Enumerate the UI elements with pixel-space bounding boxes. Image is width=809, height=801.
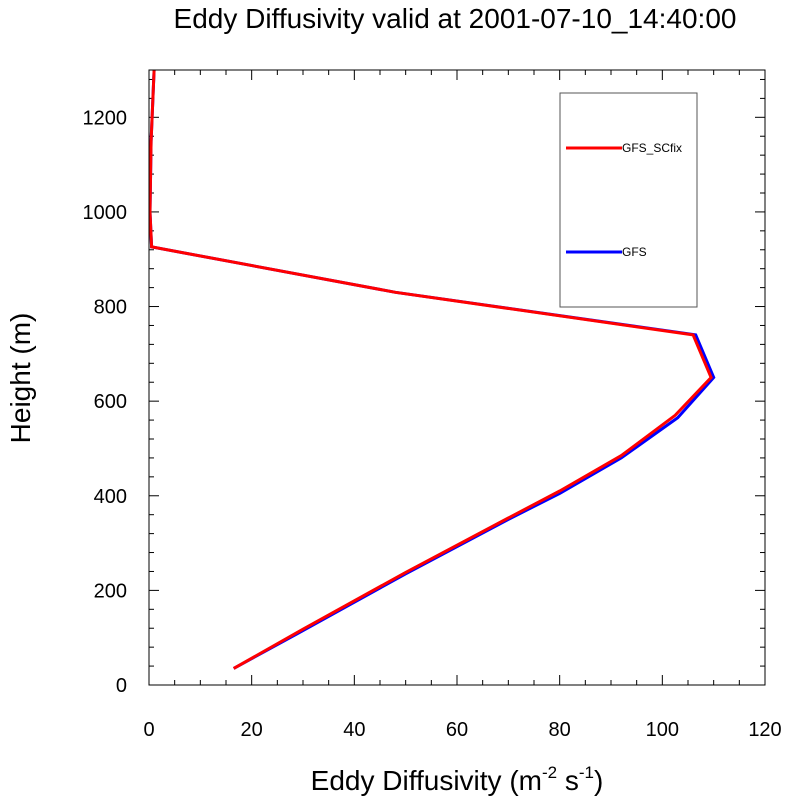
x-tick-label: 100 xyxy=(646,719,679,741)
y-tick-label: 1200 xyxy=(83,107,128,129)
legend-label: GFS xyxy=(622,245,647,259)
legend-label: GFS_SCfix xyxy=(622,141,682,155)
series-line-gfs-scfix xyxy=(148,69,713,670)
x-tick-label: 80 xyxy=(549,719,571,741)
legend-box xyxy=(559,92,698,308)
x-tick-label: 40 xyxy=(343,719,365,741)
chart-title: Eddy Diffusivity valid at 2001-07-10_14:… xyxy=(174,3,737,34)
y-tick-labels: 0 200 400 600 800 1000 1200 xyxy=(83,107,128,697)
y-tick-label: 0 xyxy=(116,675,127,697)
x-tick-label: 0 xyxy=(143,719,154,741)
y-axis-label: Height (m) xyxy=(5,313,36,444)
plot-frame xyxy=(148,69,766,686)
x-axis-label: Eddy Diffusivity (m-2 s-1) xyxy=(311,763,604,796)
y-tick-label: 800 xyxy=(94,297,127,319)
y-tick-label: 400 xyxy=(94,486,127,508)
legend: GFS_SCfix GFS xyxy=(559,92,698,308)
x-tick-labels: 0 20 40 60 80 100 120 xyxy=(143,719,781,741)
x-tick-label: 20 xyxy=(241,719,263,741)
x-tick-label: 60 xyxy=(446,719,468,741)
tick-marks xyxy=(148,70,766,686)
y-tick-label: 1000 xyxy=(83,202,128,224)
series-lines xyxy=(148,69,716,670)
x-tick-label: 120 xyxy=(748,719,781,741)
y-tick-label: 600 xyxy=(94,391,127,413)
y-tick-label: 200 xyxy=(94,580,127,602)
